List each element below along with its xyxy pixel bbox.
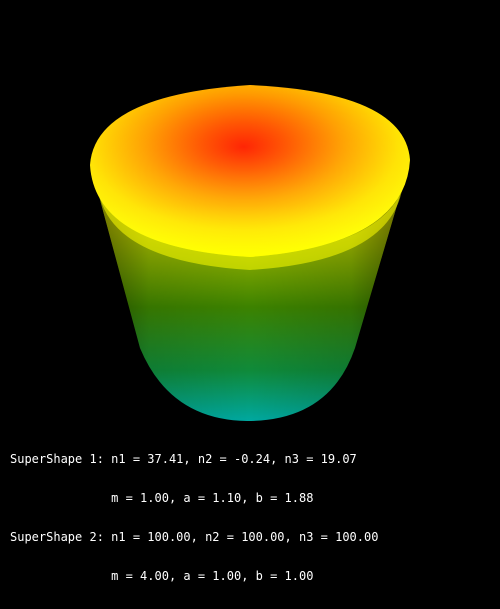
supershape-top-cap — [90, 85, 410, 257]
supershape-1-params-line-1: SuperShape 1: n1 = 37.41, n2 = -0.24, n3… — [10, 452, 357, 466]
render-viewport[interactable]: SuperShape 1: n1 = 37.41, n2 = -0.24, n3… — [0, 0, 500, 583]
supershape-parameters: SuperShape 1: n1 = 37.41, n2 = -0.24, n3… — [10, 427, 378, 609]
supershape-2-params-line-1: SuperShape 2: n1 = 100.00, n2 = 100.00, … — [10, 530, 379, 544]
supershape-render — [90, 85, 410, 421]
supershape-2-params-line-2: m = 4.00, a = 1.00, b = 1.00 — [10, 569, 314, 583]
supershape-1-params-line-2: m = 1.00, a = 1.10, b = 1.88 — [10, 491, 314, 505]
